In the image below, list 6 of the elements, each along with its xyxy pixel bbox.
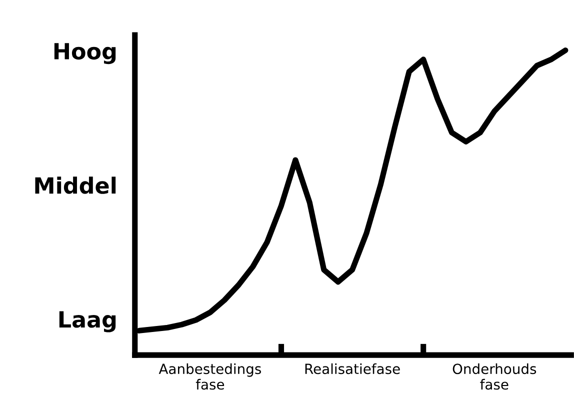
text: Middel xyxy=(35,176,116,194)
x-tick-label: Realisatiefase xyxy=(305,363,400,374)
text: Laag xyxy=(59,311,116,332)
x-tick-label: Onderhouds fase xyxy=(452,363,536,390)
x-tick-label: Aanbestedings fase xyxy=(158,363,261,390)
text: Hoog xyxy=(54,43,116,64)
